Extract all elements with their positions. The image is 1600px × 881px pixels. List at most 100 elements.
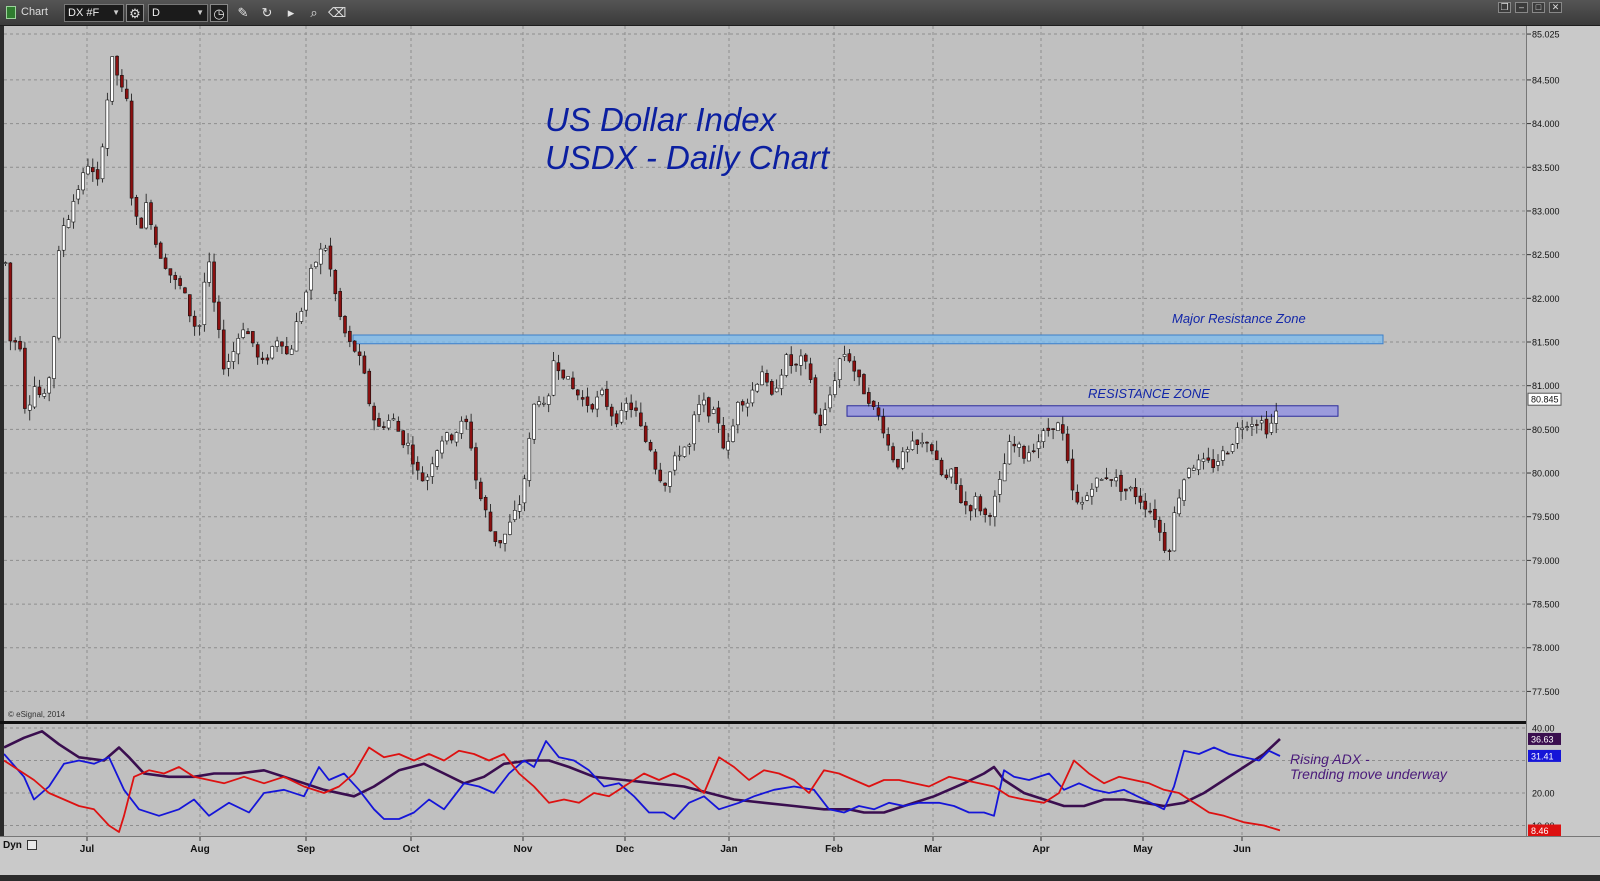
candle (445, 431, 449, 445)
candle-up (527, 438, 532, 481)
candle (493, 531, 498, 547)
candle-down (1148, 510, 1152, 513)
candle-down (609, 406, 614, 417)
candle-up (202, 281, 207, 325)
candle-up (566, 376, 570, 380)
candle (1114, 469, 1118, 487)
symbol-field[interactable]: DX #F ▼ (64, 4, 124, 22)
month-label: Apr (1032, 844, 1049, 855)
candle (483, 495, 488, 518)
candle-down (13, 340, 17, 343)
candle-up (508, 521, 512, 535)
candle-down (1167, 550, 1172, 552)
candle (183, 286, 187, 294)
candle-down (934, 450, 939, 461)
candle-up (71, 201, 76, 223)
candle (280, 341, 284, 354)
candle (217, 295, 221, 339)
clock-icon[interactable]: ◷ (210, 4, 228, 22)
candle-down (367, 370, 372, 405)
candle-down (1162, 532, 1167, 551)
candle-up (842, 354, 847, 357)
candle-up (1191, 467, 1196, 471)
play-icon[interactable]: ▸ (287, 5, 295, 20)
chevron-down-icon[interactable]: ▼ (196, 8, 204, 17)
pane-divider[interactable] (0, 721, 1600, 724)
candle (91, 158, 95, 182)
candle-down (168, 268, 173, 276)
candle-up (920, 442, 924, 445)
candle (983, 507, 988, 523)
chevron-down-icon[interactable]: ▼ (112, 8, 120, 17)
candle (275, 336, 279, 352)
minimize-icon[interactable]: – (1515, 2, 1528, 13)
candle (81, 168, 85, 195)
candle-up (993, 495, 997, 517)
candle-up (551, 360, 556, 396)
candle-down (260, 357, 265, 360)
month-label: Dec (616, 844, 635, 855)
candle (1104, 467, 1109, 480)
candle (100, 143, 105, 183)
candle-up (445, 432, 449, 442)
price-axis[interactable]: 85.025 84.500 84.000 83.500 83.000 82.500 82.0… (1526, 26, 1600, 837)
candle-down (605, 388, 609, 407)
candle (469, 413, 473, 451)
candle-down (95, 169, 100, 180)
dyn-label[interactable]: Dyn (3, 840, 22, 851)
zoom-icon[interactable]: ⌕ (310, 5, 318, 20)
pencil-icon[interactable]: ✎ (237, 5, 249, 20)
candle (18, 336, 22, 352)
candle-up (231, 351, 236, 362)
candle (1109, 479, 1114, 487)
adx-annotation-line-2: Trending move underway (1290, 766, 1447, 782)
close-icon[interactable]: ✕ (1549, 2, 1562, 13)
candle-up (1177, 497, 1181, 515)
adx-pane[interactable] (3, 724, 1526, 836)
candle (435, 449, 439, 470)
candle-up (1201, 458, 1206, 462)
candle-down (139, 217, 144, 229)
candle-down (18, 340, 22, 350)
interval-field[interactable]: D ▼ (148, 4, 208, 22)
candle-down (401, 430, 406, 446)
candle-down (115, 55, 119, 76)
candle (1002, 453, 1007, 482)
candle (1075, 484, 1080, 505)
candle-up (736, 402, 740, 426)
maximize-icon[interactable]: □ (1532, 2, 1545, 13)
candle-down (377, 418, 381, 427)
settings-icon[interactable]: ⚙ (126, 4, 144, 22)
candle-up (110, 56, 114, 102)
candle-down (648, 441, 653, 451)
candle-down (721, 425, 726, 449)
eraser-icon[interactable]: ⌫ (328, 5, 347, 20)
candle-up (81, 172, 85, 191)
candle (120, 69, 124, 93)
candle-down (716, 407, 721, 424)
candle (61, 217, 66, 258)
candle-down (1065, 433, 1070, 461)
candle-up (1094, 477, 1099, 488)
candle (57, 245, 61, 341)
dyn-toggle-icon[interactable] (27, 840, 37, 850)
interval-value: D (152, 7, 160, 19)
candle (954, 466, 958, 490)
price-pane[interactable] (3, 26, 1526, 722)
candle-up (682, 446, 687, 457)
candle-up (299, 311, 304, 322)
time-axis[interactable]: Jul Aug Sep Oct Nov Dec Jan Feb Mar Apr May Jun (0, 836, 1600, 875)
candle (454, 431, 459, 447)
candle-down (886, 434, 891, 446)
candle (600, 387, 604, 397)
candle (891, 442, 895, 463)
month-label: Aug (190, 844, 209, 855)
candle (459, 416, 464, 439)
refresh-icon[interactable]: ↻ (261, 5, 273, 20)
candle (352, 340, 357, 353)
candle-up (774, 387, 779, 393)
candle-down (881, 416, 886, 434)
restore-icon[interactable]: ❐ (1498, 2, 1511, 13)
candle (1158, 516, 1162, 542)
candle (192, 310, 197, 336)
